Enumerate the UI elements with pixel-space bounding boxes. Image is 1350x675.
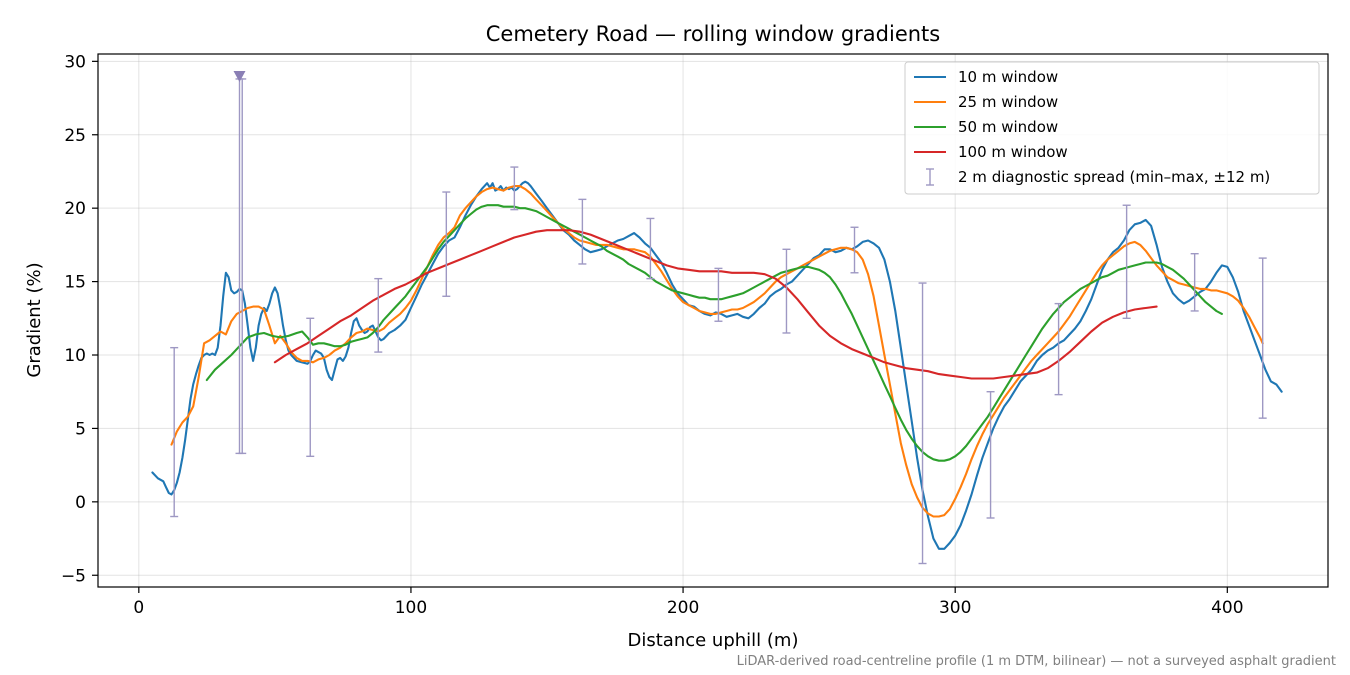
y-tick-label: 0 <box>75 493 86 513</box>
legend-label: 2 m diagnostic spread (min–max, ±12 m) <box>958 168 1270 186</box>
legend-label: 25 m window <box>958 93 1058 111</box>
series-line-4 <box>273 229 1158 380</box>
series-line-1 <box>151 180 1283 550</box>
x-tick-label: 400 <box>1211 598 1243 618</box>
x-axis-label: Distance uphill (m) <box>628 630 799 651</box>
y-tick-label: 10 <box>64 346 86 366</box>
clipped-spread-marker <box>233 71 246 83</box>
x-tick-label: 0 <box>133 598 144 618</box>
plot-area <box>151 71 1283 565</box>
legend-label: 10 m window <box>958 68 1058 86</box>
y-axis: −5 0 5 10 15 20 25 30 <box>61 52 98 586</box>
spread-layer <box>170 71 1267 565</box>
y-axis-label: Gradient (%) <box>24 262 45 377</box>
series-line-3 <box>205 204 1223 462</box>
x-axis: 0 100 200 300 400 <box>133 587 1244 618</box>
chart-title: Cemetery Road — rolling window gradients <box>486 22 940 46</box>
y-tick-label: 5 <box>75 419 86 439</box>
x-tick-label: 300 <box>939 598 971 618</box>
footnote: LiDAR-derived road-centreline profile (1… <box>737 654 1336 669</box>
y-tick-label: 25 <box>64 126 86 146</box>
legend-box <box>904 61 1320 195</box>
y-tick-label: −5 <box>61 566 86 586</box>
y-tick-label: 20 <box>64 199 86 219</box>
x-tick-label: 200 <box>667 598 699 618</box>
y-tick-label: 30 <box>64 52 86 72</box>
gridlines <box>98 54 1328 587</box>
plot-frame <box>97 53 1329 588</box>
y-tick-label: 15 <box>64 273 86 293</box>
x-tick-label: 100 <box>395 598 427 618</box>
legend: 10 m window 25 m window 50 m window 100 m w… <box>904 61 1320 195</box>
legend-label: 50 m window <box>958 118 1058 136</box>
legend-label: 100 m window <box>958 143 1068 161</box>
